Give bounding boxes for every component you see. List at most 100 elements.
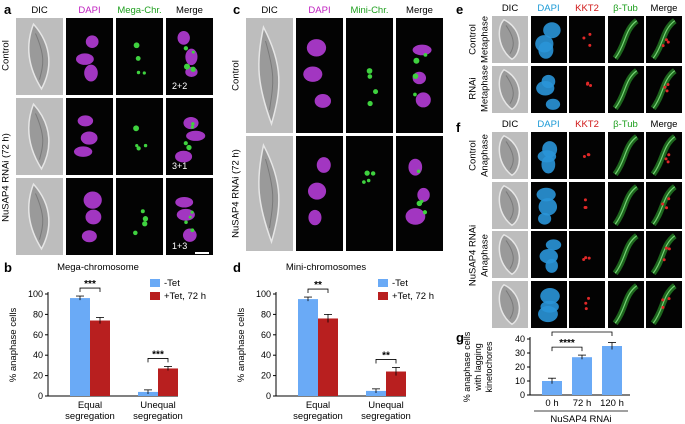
panel-g-label: g — [456, 330, 464, 345]
panel-c-image-r0-c2 — [346, 18, 393, 133]
panel-f-header-3: β-Tub — [613, 119, 638, 130]
panel-f-image-r1-c2 — [569, 181, 605, 229]
chart-g-ylabel-1: with lagging — [473, 343, 483, 392]
panel-a-header-0: DIC — [31, 5, 48, 16]
chart-g: 0 10 20 30 40 % anaphase cells with lagging kin… — [462, 326, 630, 424]
panel-e-image-r0-c1 — [530, 16, 567, 63]
panel-f-image-r2-c3 — [607, 231, 644, 278]
panel-f-image-r2-c2 — [569, 231, 605, 278]
chart-d-ytick-label-1: 20 — [261, 371, 271, 381]
chart-g-ytick-label-4: 40 — [515, 334, 525, 344]
panel-c-image-r1-c0 — [246, 136, 293, 251]
panel-e-header-3: β-Tub — [613, 3, 638, 14]
chart-d-ytick-label-2: 40 — [261, 350, 271, 360]
chart-b: Mega-chromosome 0 20 40 60 80 100 % anaphase ce… — [8, 262, 206, 422]
panel-f-image-r1-c3 — [607, 181, 644, 229]
panel-a-image-r1-c1 — [66, 98, 113, 175]
panel-f-image-r0-c3 — [607, 132, 644, 179]
chart-g-bar-0 — [542, 381, 562, 395]
panel-e-image-r1-c0 — [492, 65, 528, 113]
panel-c-row-label-control: Control — [230, 60, 242, 91]
chart-d: Mini-chromosomes 0 20 40 60 80 100 % anaphase c… — [236, 262, 434, 422]
panel-f-header-2: KKT2 — [575, 119, 599, 130]
panel-a-image-r1-c3: 3+1 — [166, 98, 213, 175]
panel-f-group-label-rnai: NuSAP4 RNAi — [467, 224, 479, 287]
panel-e-row-label-0-b: Metaphase — [479, 16, 491, 64]
chart-b-ytick-label-3: 60 — [33, 330, 43, 340]
chart-d-xlabel-1-1: segregation — [361, 411, 411, 422]
chart-d-sig-bracket-0 — [307, 288, 329, 294]
panel-c-header-2: Mini-Chr. — [350, 5, 389, 16]
chart-b-ytick-label-0: 0 — [38, 391, 43, 401]
chart-d-ytick-label-5: 100 — [256, 289, 271, 299]
chart-b-ylabel: % anaphase cells — [8, 308, 19, 383]
chart-d-sig-1: ** — [382, 350, 390, 361]
panel-a-header-2: Mega-Chr. — [117, 5, 162, 16]
panel-e-header-4: Merge — [650, 3, 678, 14]
panel-a-header-3: Merge — [176, 5, 203, 16]
panel-e-image-r0-c3 — [607, 16, 644, 63]
panel-f-label: f — [456, 120, 461, 135]
panel-e-row-label-1-b: Metaphase — [479, 65, 491, 113]
chart-g-ytick-label-3: 30 — [515, 348, 525, 358]
panel-a-image-r1-c2 — [116, 98, 163, 175]
panel-c-image-r0-c1 — [296, 18, 343, 133]
chart-b-xlabel-1-1: segregation — [133, 411, 183, 422]
panel-a-image-r2-c3: 1+3 — [166, 178, 213, 255]
panel-c-image-r0-c0 — [246, 18, 293, 133]
panel-c-header-0: DIC — [261, 5, 278, 16]
chart-g-sig-bracket-0 — [551, 346, 583, 352]
panel-f-header-4: Merge — [650, 119, 678, 130]
chart-d-ytick-label-3: 60 — [261, 330, 271, 340]
panel-e-image-r0-c2 — [569, 16, 605, 63]
chart-b-xlabel-0-0: Equal — [78, 400, 102, 411]
panel-f-image-r3-c1 — [530, 280, 567, 328]
panel-f-image-r1-c0 — [492, 181, 528, 229]
panel-f-header-1: DAPI — [537, 119, 560, 130]
chart-g-xlabel: NuSAP4 RNAi — [550, 414, 611, 424]
panel-a-image-r0-c2 — [116, 18, 163, 95]
chart-d-bar-0-1 — [318, 318, 338, 396]
panel-e-row-label-0-a: Control — [467, 24, 479, 55]
panel-c-image-r1-c2 — [346, 136, 393, 251]
panel-e-image-r0-c0 — [492, 16, 528, 63]
panel-f-image-r0-c2 — [569, 132, 605, 179]
panel-a-annotation-2: 1+3 — [172, 241, 188, 251]
panel-a-image-r2-c0 — [16, 178, 63, 255]
panel-a-image-r0-c1 — [66, 18, 113, 95]
panel-c-header-1: DAPI — [308, 5, 331, 16]
panel-e-image-r0-c4 — [646, 16, 682, 63]
panel-e-label: e — [456, 2, 464, 17]
panel-d-label: d — [233, 260, 241, 275]
chart-g-xtick-label-0: 0 h — [545, 398, 558, 409]
panel-a-annotation-0: 2+2 — [172, 81, 188, 91]
chart-g-xtick-label-2: 120 h — [600, 398, 624, 409]
chart-g-ytick-label-2: 20 — [515, 362, 525, 372]
chart-b-bar-0-1 — [90, 320, 110, 396]
chart-g-ylabel-2: kinetochores — [484, 341, 494, 393]
chart-b-sig-1: *** — [152, 349, 164, 360]
panel-c-image-r0-c3 — [396, 18, 443, 133]
chart-b-xlabel-1-0: Unequal — [140, 400, 175, 411]
chart-b-sig-bracket-0 — [79, 287, 101, 293]
chart-g-sig-bracket-1 — [551, 331, 613, 336]
chart-b-legend-swatch-1 — [150, 292, 160, 300]
chart-b-ytick-label-2: 40 — [33, 350, 43, 360]
chart-b-title: Mega-chromosome — [57, 262, 139, 273]
chart-b-xlabel-0-1: segregation — [65, 411, 115, 422]
panel-a-row-label-rnai: NuSAP4 RNAi (72 h) — [0, 133, 12, 222]
chart-d-title: Mini-chromosomes — [286, 262, 366, 273]
panel-c-image-r1-c1 — [296, 136, 343, 251]
chart-g-ytick-label-1: 10 — [515, 376, 525, 386]
panel-a-row-label-control: Control — [0, 40, 12, 71]
panel-f-header-0: DIC — [501, 119, 519, 130]
panel-e-header-2: KKT2 — [575, 3, 599, 14]
chart-b-ytick-label-4: 80 — [33, 309, 43, 319]
panel-a-image-r2-c2 — [116, 178, 163, 255]
chart-d-sig-bracket-1 — [375, 359, 397, 364]
chart-d-legend-label-1: +Tet, 72 h — [392, 291, 434, 302]
chart-d-ytick-label-4: 80 — [261, 309, 271, 319]
panel-a-image-r0-c0 — [16, 18, 63, 95]
chart-g-ylabel-0: % anaphase cells — [462, 331, 472, 402]
panel-f-image-r3-c4 — [646, 280, 682, 328]
